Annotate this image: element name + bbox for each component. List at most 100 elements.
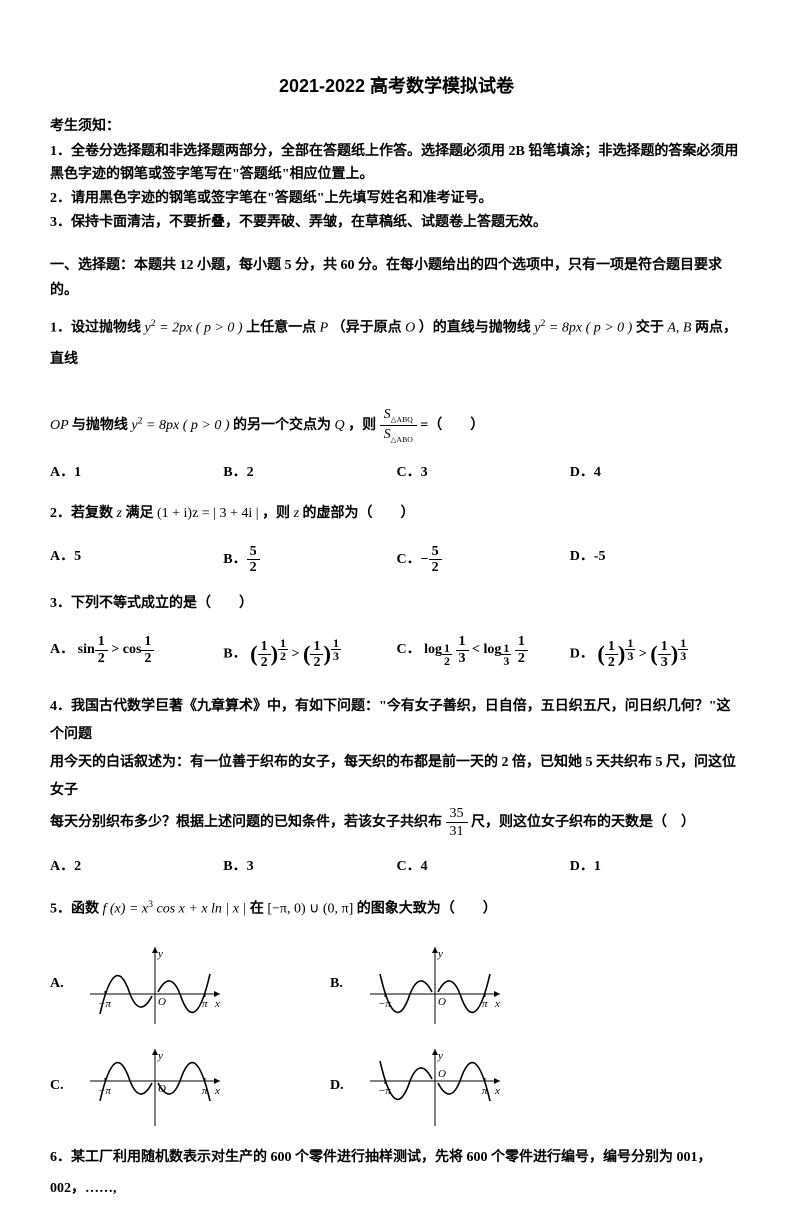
q2-text: 满足 xyxy=(125,506,157,521)
svg-text:y: y xyxy=(157,1050,163,1062)
label-C: C． xyxy=(397,552,421,567)
q1-eq3: px xyxy=(166,418,179,433)
q4-A: 2 xyxy=(74,859,81,874)
q2-C-num: 5 xyxy=(429,544,442,560)
q5-graph-A: −π π y x O xyxy=(80,939,230,1029)
q1-text: 的另一个交点为 xyxy=(233,418,335,433)
label-A: A． xyxy=(50,859,74,874)
label-A: A． xyxy=(50,549,74,564)
q2-option-C: C．−52 xyxy=(397,544,570,576)
q1-option-C: C．3 xyxy=(397,460,570,485)
q2-tail: 的虚部为（ ） xyxy=(303,506,415,521)
q1-O: O xyxy=(405,321,415,336)
q1-D: 4 xyxy=(594,465,601,480)
q1-option-A: A．1 xyxy=(50,460,223,485)
q2-B-den: 2 xyxy=(247,560,260,575)
label-B: B． xyxy=(223,465,246,480)
q1-num: S xyxy=(384,407,391,422)
q3-C-a1: 13 xyxy=(456,634,469,666)
d: 2 xyxy=(278,650,288,662)
svg-text:−π: −π xyxy=(98,1085,111,1097)
q1-den-sub: △ABO xyxy=(391,435,413,444)
q5-tail: 的图象大致为（ ） xyxy=(357,901,497,916)
d: 31 xyxy=(446,823,468,840)
q1-AB: A, B xyxy=(667,321,691,336)
q3-options: A． sin12 > cos12 B． (12)12 > (12)13 C． l… xyxy=(50,634,743,674)
svg-text:y: y xyxy=(437,1050,443,1062)
d: 2 xyxy=(605,655,618,670)
q1-text: 与抛物线 xyxy=(72,418,132,433)
q4-option-B: B．3 xyxy=(223,854,396,879)
q3-B-e1: 12 xyxy=(278,637,288,662)
d: 2 xyxy=(310,655,323,670)
q1-ratio: S△ABQ S△ABO xyxy=(380,406,417,446)
question-5: 5．函数 f (x) = x3 cos x + x ln | x | 在 [−π… xyxy=(50,894,743,925)
q3-C-s1: 12 xyxy=(442,642,452,667)
q1-option-B: B．2 xyxy=(223,460,396,485)
question-2: 2．若复数 z 满足 (1 + i)z = | 3 + 4i | ，则 z 的虚… xyxy=(50,499,743,530)
q5-row-CD: C. −π π y x O D. −π π y x O xyxy=(50,1041,743,1131)
q5-domain: [−π, 0) ∪ (0, π] xyxy=(267,901,353,916)
q3-C-a2: 12 xyxy=(515,634,528,666)
q3-text: 3．下列不等式成立的是（ ） xyxy=(50,596,253,611)
q2-z2: z xyxy=(294,506,299,521)
d: 2 xyxy=(95,651,108,666)
svg-text:−π: −π xyxy=(378,998,391,1010)
svg-text:x: x xyxy=(214,998,220,1010)
q1-text: ）的直线与抛物线 xyxy=(419,321,535,336)
d: 3 xyxy=(625,650,635,662)
q3-B-f2: 12 xyxy=(310,639,323,671)
q4-options: A．2 B．3 C．4 D．1 xyxy=(50,854,743,879)
q5-graph-C: −π π y x O xyxy=(80,1041,230,1131)
question-6: 6．某工厂利用随机数表示对生产的 600 个零件进行抽样测试，先将 600 个零… xyxy=(50,1143,743,1205)
q2-D: -5 xyxy=(594,549,606,564)
svg-text:x: x xyxy=(494,1085,500,1097)
svg-text:π: π xyxy=(202,998,208,1010)
q1-text: ，则 xyxy=(348,418,380,433)
q1-B: 2 xyxy=(247,465,254,480)
q5-graph-D: −π π y x O xyxy=(360,1041,510,1131)
section-1-heading: 一、选择题：本题共 12 小题，每小题 5 分，共 60 分。在每小题给出的四个… xyxy=(50,253,743,303)
svg-text:−π: −π xyxy=(98,998,111,1010)
label-D: D． xyxy=(570,549,594,564)
q2-text: ，则 xyxy=(262,506,294,521)
q5-mid: 在 xyxy=(250,901,268,916)
q1-option-D: D．4 xyxy=(570,460,743,485)
svg-text:O: O xyxy=(438,1068,446,1080)
d: 3 xyxy=(456,651,469,666)
q3-A-f1: 12 xyxy=(95,634,108,666)
label-B: B． xyxy=(223,552,246,567)
q4-D: 1 xyxy=(594,859,601,874)
q1-C: 3 xyxy=(421,465,428,480)
q3-D-e1: 13 xyxy=(625,637,635,662)
svg-text:O: O xyxy=(438,996,446,1008)
label-B: B． xyxy=(223,647,246,662)
question-3: 3．下列不等式成立的是（ ） xyxy=(50,589,743,620)
d: 3 xyxy=(331,650,341,662)
q1-text: 交于 xyxy=(636,321,668,336)
q3-A-f2: 12 xyxy=(141,634,154,666)
d: 3 xyxy=(501,655,511,667)
q3-C-mid: < log xyxy=(472,642,501,657)
label-B: B． xyxy=(223,859,246,874)
svg-text:O: O xyxy=(158,1083,166,1095)
n: 1 xyxy=(258,639,271,655)
q3-option-D: D． (12)13 > (13)13 xyxy=(570,634,743,674)
q2-z: z xyxy=(117,506,122,521)
q3-D-mid: > xyxy=(639,647,650,662)
q6-text: 6．某工厂利用随机数表示对生产的 600 个零件进行抽样测试，先将 600 个零… xyxy=(50,1150,712,1196)
q1-A: 1 xyxy=(74,465,81,480)
q5-label-C: C. xyxy=(50,1073,80,1098)
q1-eq3: = 8 xyxy=(146,418,166,433)
label-D: D． xyxy=(570,647,594,662)
question-4: 4．我国古代数学巨著《九章算术》中，有如下问题："今有女子善织，日自倍，五日织五… xyxy=(50,693,743,841)
n: 1 xyxy=(456,634,469,650)
n: 1 xyxy=(95,634,108,650)
svg-text:π: π xyxy=(482,1085,488,1097)
svg-text:y: y xyxy=(157,948,163,960)
q3-option-A: A． sin12 > cos12 xyxy=(50,634,223,674)
q5-label-D: D. xyxy=(330,1073,360,1098)
q2-option-B: B．52 xyxy=(223,544,396,576)
q2-prefix: 2．若复数 xyxy=(50,506,117,521)
q2-A: 5 xyxy=(74,549,81,564)
